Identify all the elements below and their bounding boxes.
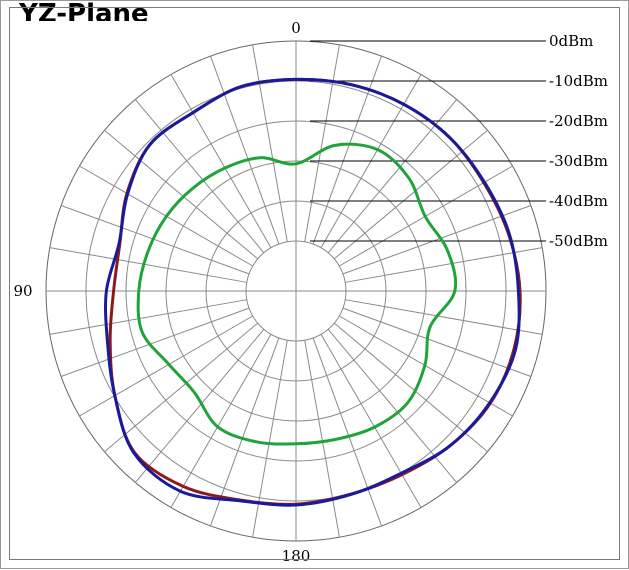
grid-spoke-20	[210, 55, 280, 245]
grid-spoke-350	[304, 44, 340, 242]
ring-label-2: -20dBm	[549, 112, 608, 130]
grid-spoke-170	[252, 340, 288, 538]
angle-label-90: 90	[13, 282, 32, 300]
grid-spoke-160	[210, 337, 280, 527]
grid-spoke-130	[104, 322, 259, 453]
grid-spoke-150	[170, 334, 272, 508]
grid-spoke-210	[320, 334, 422, 508]
ring-label-3: -30dBm	[549, 152, 608, 170]
grid-spoke-50	[104, 129, 259, 260]
ring-label-1: -10dBm	[549, 72, 608, 90]
grid-spoke-230	[333, 322, 488, 453]
angle-label-180: 180	[282, 547, 311, 565]
grid-spoke-70	[60, 205, 250, 275]
angle-label-0: 0	[291, 19, 301, 37]
grid-spoke-100	[49, 299, 247, 335]
grid-spoke-120	[79, 315, 253, 417]
grid-spoke-10	[252, 44, 288, 242]
grid-spoke-200	[312, 337, 382, 527]
ring-label-0: 0dBm	[549, 32, 593, 50]
series-line-2	[136, 142, 458, 446]
grid-spoke-310	[333, 129, 488, 260]
grid-spoke-280	[345, 247, 543, 283]
grid-spoke-140	[134, 328, 265, 483]
grid-spoke-320	[327, 99, 458, 254]
grid-spoke-260	[345, 299, 543, 335]
label-layer: 0dBm -10dBm -20dBm -30dBm -40dBm -50dBm 0 90 180	[13, 19, 608, 565]
series-line-1	[104, 77, 521, 507]
ring-label-5: -50dBm	[549, 232, 608, 250]
ring-label-4: -40dBm	[549, 192, 608, 210]
grid-spoke-290	[342, 205, 532, 275]
series-layer	[104, 77, 522, 507]
grid-spoke-30	[170, 74, 272, 248]
grid-spoke-80	[49, 247, 247, 283]
chart-title: YZ-Plane	[19, 0, 149, 21]
grid-spoke-40	[134, 99, 265, 254]
grid-spoke-190	[304, 340, 340, 538]
polar-grid	[45, 40, 547, 542]
grid-spoke-250	[342, 307, 532, 377]
grid-spoke-220	[327, 328, 458, 483]
grid-spoke-340	[312, 55, 382, 245]
grid-spoke-110	[60, 307, 250, 377]
